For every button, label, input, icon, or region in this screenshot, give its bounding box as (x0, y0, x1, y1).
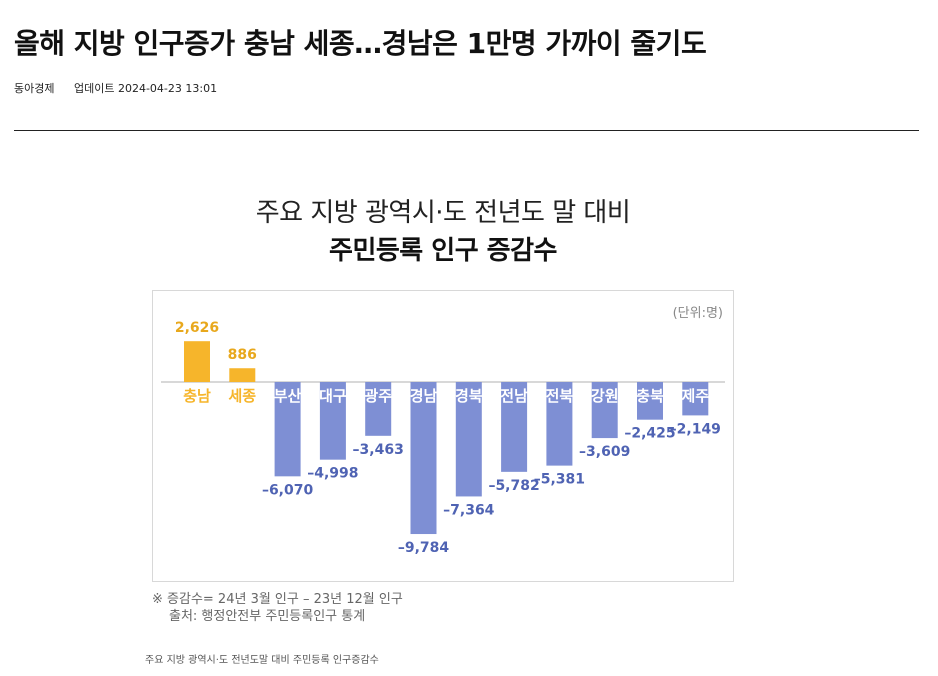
bar-4 (319, 382, 346, 460)
category-label-8: 전남 (500, 387, 528, 405)
value-label-8: –5,782 (488, 478, 539, 494)
bar-11 (637, 382, 663, 420)
bar-chart: 충남 2,626 세종 886 부산 –6,070 대구 –4,998 광주 –3,463 경남 –9… (161, 320, 725, 556)
category-label-3: 부산 (274, 387, 302, 405)
bar-2 (229, 368, 256, 382)
category-label-1: 충남 (183, 387, 211, 405)
value-label-1: 2,626 (175, 320, 219, 336)
header-divider (14, 130, 919, 131)
bar-8 (501, 382, 528, 472)
updated-label: 업데이트 (73, 82, 115, 95)
bar-9 (546, 382, 573, 466)
bar-12 (682, 382, 709, 416)
value-label-3: –6,070 (262, 482, 314, 498)
bar-7 (455, 382, 482, 497)
bar-3 (274, 382, 301, 477)
value-label-4: –4,998 (307, 466, 358, 482)
article-source[interactable]: 동아경제 (14, 82, 55, 95)
category-label-9: 전북 (546, 387, 574, 405)
value-label-2: 886 (228, 347, 257, 363)
category-label-12: 제주 (681, 387, 709, 405)
bar-10 (591, 382, 618, 439)
formula-note: ※ 증감수= 24년 3월 인구 – 23년 12월 인구 (152, 592, 403, 607)
bar-1 (184, 341, 210, 382)
value-label-7: –7,364 (443, 502, 495, 518)
image-caption: 주요 지방 광역시·도 전년도말 대비 주민등록 인구증감수 (145, 655, 379, 666)
chart-notes: ※ 증감수= 24년 3월 인구 – 23년 12월 인구 출처: 행정안전부 … (152, 591, 403, 625)
bar-6 (410, 382, 437, 535)
category-label-4: 대구 (319, 387, 347, 405)
bar-5 (365, 382, 392, 436)
graphic-title-line1: 주요 지방 광역시·도 전년도 말 대비 (255, 198, 631, 228)
category-label-6: 경남 (410, 387, 438, 405)
value-label-9: –5,381 (534, 472, 585, 488)
unit-label: (단위:명) (672, 306, 723, 321)
article-headline: 올해 지방 인구증가 충남 세종…경남은 1만명 가까이 줄기도 (14, 27, 707, 60)
category-label-11: 충북 (636, 387, 664, 405)
category-label-10: 강원 (591, 387, 619, 405)
value-label-5: –3,463 (353, 442, 404, 458)
value-label-6: –9,784 (398, 540, 450, 556)
value-label-12: –2,149 (670, 421, 721, 437)
chart-panel: (단위:명) 충남 2,626 세종 886 부산 –6,070 대구 –4,998 광주 –3,… (152, 290, 734, 582)
source-note: 출처: 행정안전부 주민등록인구 통계 (169, 609, 366, 624)
article-meta: 동아경제 업데이트 2024-04-23 13:01 (14, 80, 217, 96)
category-label-7: 경북 (455, 387, 483, 405)
updated-timestamp: 2024-04-23 13:01 (117, 82, 218, 95)
category-label-2: 세종 (228, 387, 256, 405)
graphic-title-line2: 주민등록 인구 증감수 (329, 236, 557, 266)
value-label-11: –2,425 (624, 426, 675, 442)
value-label-10: –3,609 (579, 444, 630, 460)
category-label-5: 광주 (364, 387, 392, 405)
